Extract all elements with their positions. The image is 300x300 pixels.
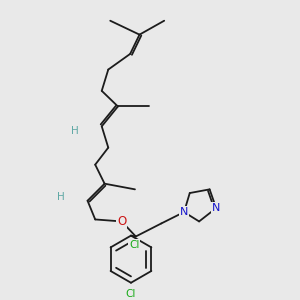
Text: O: O xyxy=(117,215,126,228)
Text: N: N xyxy=(212,203,220,213)
Text: H: H xyxy=(71,126,79,136)
Text: N: N xyxy=(180,207,188,217)
Text: H: H xyxy=(57,192,65,202)
Text: Cl: Cl xyxy=(129,240,140,250)
Text: Cl: Cl xyxy=(126,289,136,299)
